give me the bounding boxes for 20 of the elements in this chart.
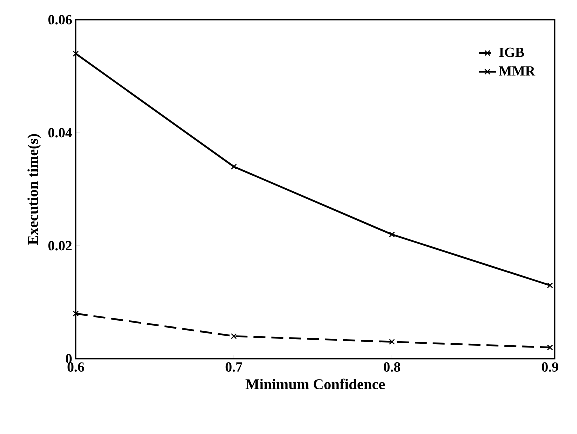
point <box>389 339 396 346</box>
legend-label: MMR <box>499 66 536 76</box>
point <box>389 232 396 238</box>
point <box>547 282 554 289</box>
x-tick-label: 0.9 <box>542 362 558 372</box>
point <box>231 164 238 170</box>
legend-label: IGB <box>500 48 524 58</box>
point <box>73 310 79 317</box>
point <box>547 344 554 351</box>
x-tick-label: 0.7 <box>226 362 242 372</box>
y-tick-label: 0.04 <box>48 128 72 138</box>
point <box>73 50 79 57</box>
y-axis-title: Execution time(s) <box>28 134 42 246</box>
point <box>231 333 238 340</box>
y-tick-label: 0.06 <box>48 15 72 25</box>
x-tick-label: 0.8 <box>384 362 400 372</box>
y-tick-label: 0.02 <box>48 241 72 251</box>
x-axis-title: Minimum Confidence <box>246 378 386 390</box>
x-tick-label: 0.6 <box>68 362 84 372</box>
y-tick-label: 0 <box>66 354 72 364</box>
